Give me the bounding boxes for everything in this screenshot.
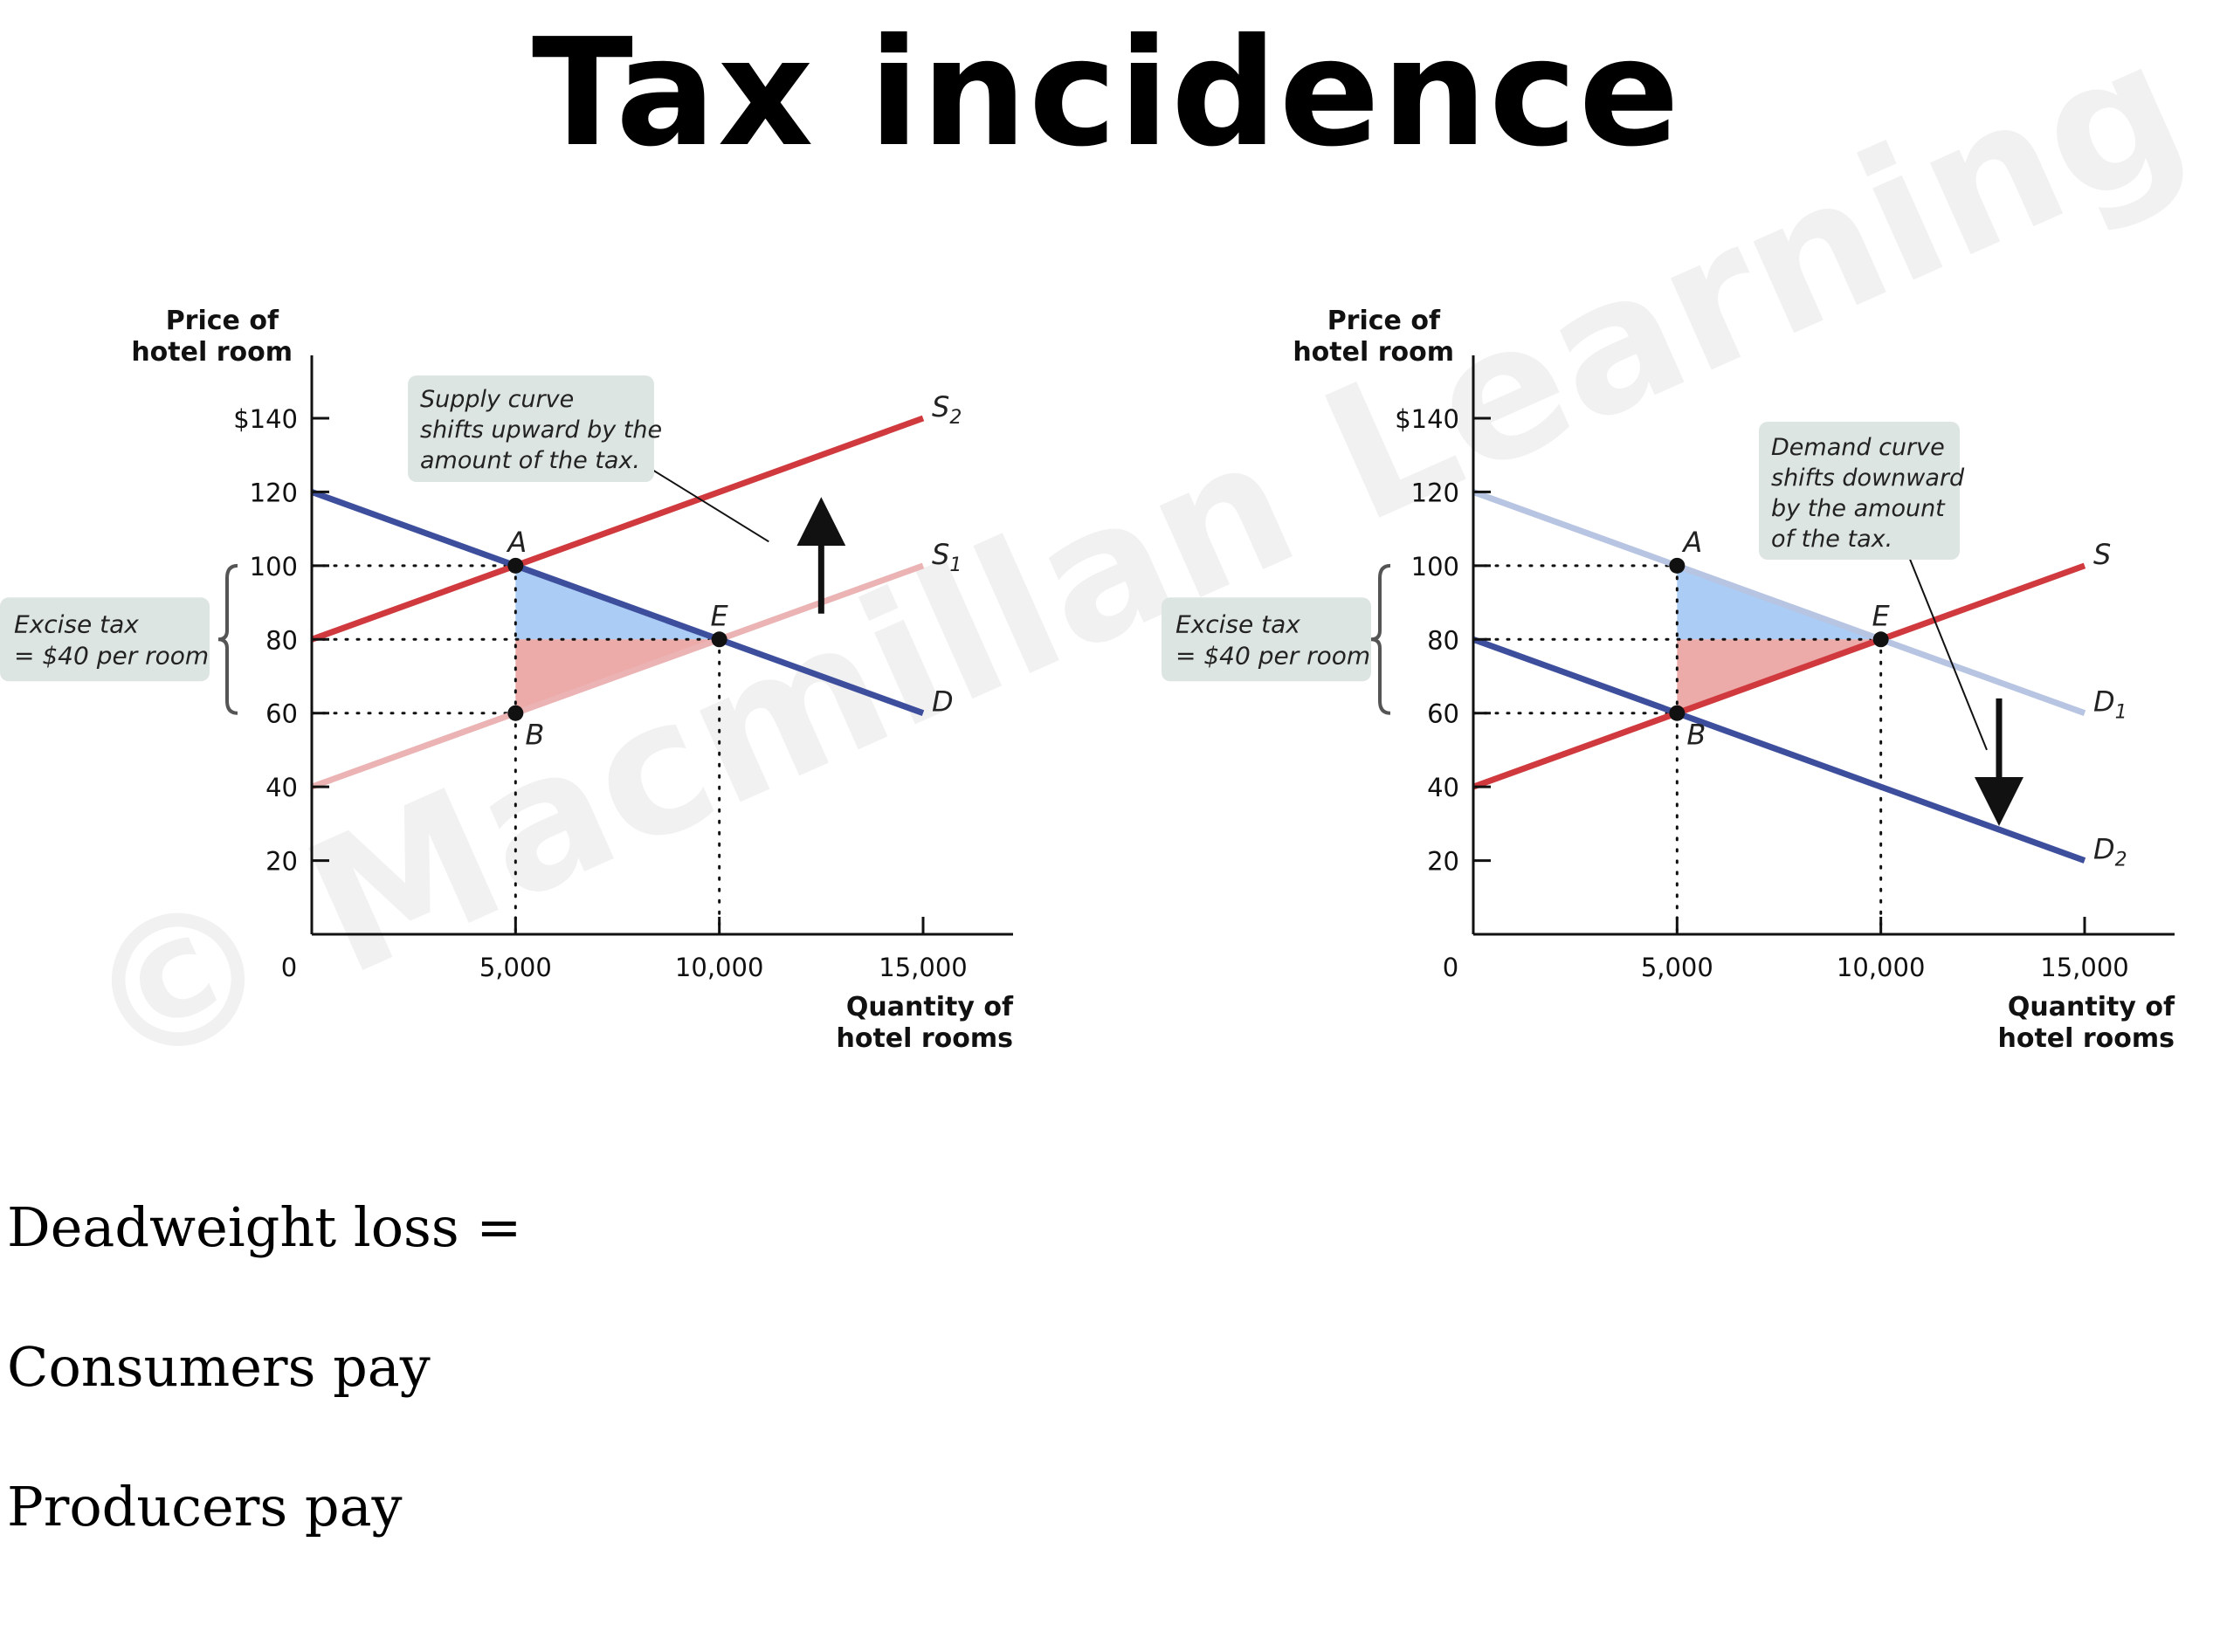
left-y-tick-label-40: 40 [265,773,298,802]
left-callout-leader [651,469,769,543]
right-point-e [1872,631,1889,648]
left-tax-label-box [0,597,210,682]
left-y-tick-label-100: 100 [250,552,298,582]
left-point-a [507,557,524,574]
right-curve-label-d1: D1 [2093,685,2127,724]
right-curve-label-d2: D2 [2093,833,2127,871]
chart-supply-shift: S2 S1 D 20 40 60 80 100 120 $140 0 5,000 10,000 15,00… [0,288,1092,1074]
chart-supply-shift-svg: S2 S1 D 20 40 60 80 100 120 $140 0 5,000 10,000 15,00… [0,306,1014,1054]
left-x-tick-label-5000: 5,000 [479,953,552,982]
right-curve-d1 [1472,489,2086,717]
left-tax-label-line1: Excise tax [14,609,139,638]
right-callout-line-2: shifts downward [1771,465,1965,492]
left-callout-box [408,375,654,482]
left-curve-s1 [310,562,925,790]
left-curve-s2 [310,415,925,643]
slide-title: Tax incidence [0,0,2213,168]
producers-pay-note: Producers pay [7,1475,403,1538]
left-y-tick-label-60: 60 [265,699,298,729]
left-curve-label-s1: S1 [932,538,962,576]
right-callout-line-3: by the amount [1771,495,1946,522]
right-point-label-a: A [1681,526,1702,559]
right-callout-leader [1906,552,1988,751]
left-point-label-b: B [525,719,544,752]
left-y-axis-label-line2: hotel room [131,337,293,368]
left-callout-line-1: Supply curve [420,386,574,413]
chart-demand-shift: S D1 D2 20 40 60 80 100 120 $140 0 5,000 10,000 15,00… [1162,288,2213,1074]
left-y-tick-label-20: 20 [265,847,298,877]
right-y-tick-label-140: $140 [1395,404,1459,434]
consumers-pay-note: Consumers pay [7,1335,431,1399]
right-y-tick-label-100: 100 [1411,552,1459,582]
left-x-tick-label-15000: 15,000 [879,953,967,982]
right-tax-label-box [1162,597,1371,682]
right-x-axis-label-line2: hotel rooms [1997,1023,2175,1054]
left-callout-line-2: shifts upward by the [420,416,662,444]
right-y-tick-label-20: 20 [1427,847,1459,877]
right-y-axis-label-line1: Price of [1327,306,1441,336]
slide-title-text: Tax incidence [531,7,1682,180]
right-callout-line-1: Demand curve [1771,434,1945,461]
left-curve-label-s2: S2 [932,390,962,429]
right-curve-label-s: S [2093,538,2111,571]
left-x-tick-label-10000: 10,000 [675,953,763,982]
left-x-tick-label-0: 0 [281,953,297,982]
left-curve-label-d: D [932,685,954,719]
left-tax-brace [217,563,238,715]
right-point-b [1669,705,1686,721]
right-y-axis-label-line2: hotel room [1293,337,1454,368]
right-callout-box [1759,422,1960,560]
right-x-tick-label-5000: 5,000 [1641,953,1713,982]
left-x-axis-label-line2: hotel rooms [836,1023,1013,1054]
left-x-axis-label-line1: Quantity of [846,992,1014,1022]
deadweight-loss-note: Deadweight loss = [7,1195,522,1259]
left-y-axis-label-line1: Price of [166,306,279,336]
left-point-e [711,631,727,648]
left-y-tick-label-140: $140 [233,404,298,434]
left-y-tick-label-80: 80 [265,625,298,655]
right-tax-brace [1370,563,1391,715]
right-point-a [1669,557,1686,574]
left-curve-d [310,489,925,717]
right-tax-label-line2: = $40 per room [1175,641,1370,670]
right-curve-s [1472,562,2086,790]
right-x-tick-label-15000: 15,000 [2040,953,2128,982]
right-callout-line-4: of the tax. [1771,526,1892,553]
chart-demand-shift-svg: S D1 D2 20 40 60 80 100 120 $140 0 5,000 10,000 15,00… [1162,306,2175,1054]
right-y-tick-label-60: 60 [1427,699,1459,729]
left-callout-line-3: amount of the tax. [420,447,640,474]
right-x-tick-label-10000: 10,000 [1837,953,1925,982]
right-x-axis-label-line1: Quantity of [2008,992,2175,1022]
right-tax-label-line1: Excise tax [1175,609,1300,638]
right-x-tick-label-0: 0 [1443,953,1458,982]
right-y-tick-label-40: 40 [1427,773,1459,802]
left-tax-label-line2: = $40 per room [14,641,209,670]
left-point-label-a: A [506,526,527,559]
right-point-label-b: B [1686,719,1706,752]
left-point-label-e: E [711,599,729,632]
right-point-label-e: E [1872,599,1891,632]
left-y-tick-label-120: 120 [250,478,298,507]
right-y-tick-label-120: 120 [1411,478,1459,507]
left-point-b [507,705,524,721]
right-y-tick-label-80: 80 [1427,625,1459,655]
